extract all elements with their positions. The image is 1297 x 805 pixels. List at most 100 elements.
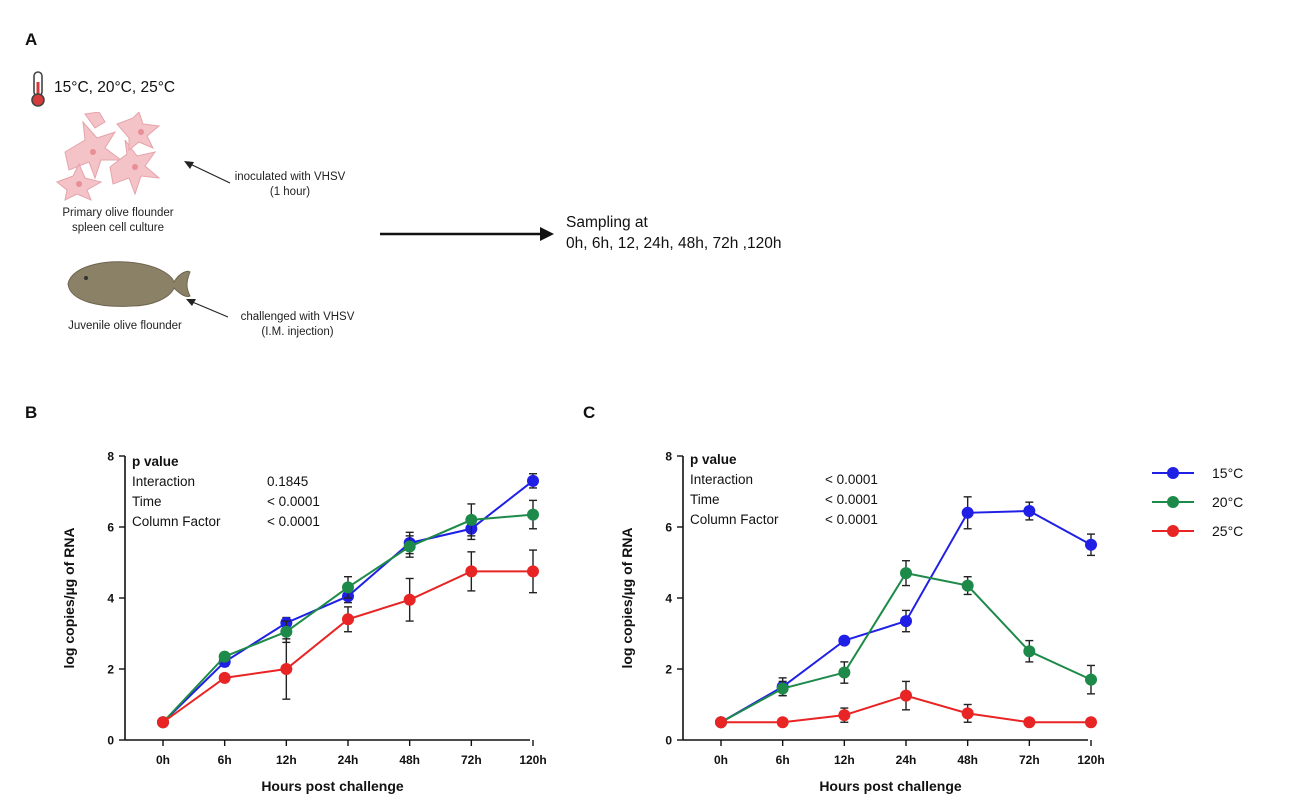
temperature-label: 15°C, 20°C, 25°C xyxy=(54,79,176,96)
data-point xyxy=(961,707,974,720)
legend-swatch xyxy=(1152,466,1194,479)
x-axis-label: Hours post challenge xyxy=(261,778,404,794)
y-axis-label: log copies/µg of RNA xyxy=(619,527,635,668)
pvalue-label: Column Factor xyxy=(132,514,221,529)
pvalue-label: Column Factor xyxy=(690,512,779,527)
legend-swatch-dot xyxy=(1167,495,1179,508)
cell-note-line2: (1 hour) xyxy=(269,186,311,198)
data-point xyxy=(900,689,912,702)
cell-note: inoculated with VHSV (1 hour) xyxy=(215,170,365,200)
data-point xyxy=(342,613,354,626)
data-point xyxy=(715,716,727,729)
cell-label-line1: Primary olive flounder xyxy=(62,207,174,219)
data-point xyxy=(1085,716,1097,729)
x-tick-label: 72h xyxy=(1019,753,1040,767)
x-tick-label: 120h xyxy=(1077,753,1104,767)
x-axis-label: Hours post challenge xyxy=(819,778,962,794)
fish-note-line2: (I.M. injection) xyxy=(261,326,334,338)
legend-item: 20°C xyxy=(1150,487,1243,516)
panel-c-letter: C xyxy=(583,403,596,422)
legend-swatch-dot xyxy=(1167,466,1179,479)
pvalue-box-b: p value Interaction 0.1845 Time < 0.0001 Col… xyxy=(132,452,320,532)
series-20°C xyxy=(157,499,539,729)
data-point xyxy=(838,666,851,679)
data-point xyxy=(776,682,789,695)
pvalue-label: Time xyxy=(690,492,720,507)
cell-label-line2: spleen cell culture xyxy=(71,222,165,234)
x-tick-label: 6h xyxy=(218,753,232,767)
pvalue-value: < 0.0001 xyxy=(825,472,878,487)
data-point xyxy=(218,671,231,684)
x-tick-label: 12h xyxy=(276,753,297,767)
chart-c: 0 2 4 6 8 0h 6h 12h 24h 48h 72h 120h Hours post chal… xyxy=(619,450,1105,795)
fish-note-line1: challenged with VHSV xyxy=(240,311,355,323)
data-point xyxy=(838,634,851,647)
pvalue-value: 0.1845 xyxy=(267,474,309,489)
arrow-to-cell xyxy=(184,161,231,184)
pvalue-box-c: p value Interaction < 0.0001 Time < 0.0001 C… xyxy=(690,450,878,530)
legend-item: 25°C xyxy=(1150,516,1243,545)
y-axis-label: log copies/µg of RNA xyxy=(61,527,77,668)
pvalue-title-b: p value xyxy=(132,454,179,469)
sampling-line2: 0h, 6h, 12, 24h, 48h, 72h ,120h xyxy=(566,235,782,252)
x-tick-label: 72h xyxy=(461,753,482,767)
pvalue-label: Time xyxy=(132,494,162,509)
legend-item: 15°C xyxy=(1150,458,1243,487)
pvalue-value: < 0.0001 xyxy=(267,494,320,509)
pvalue-label: Interaction xyxy=(690,472,754,487)
data-point xyxy=(527,508,539,521)
y-tick-label: 0 xyxy=(107,734,114,748)
y-tick-label: 4 xyxy=(107,592,114,606)
legend-label: 20°C xyxy=(1212,493,1244,510)
data-point xyxy=(900,615,912,628)
x-tick-label: 120h xyxy=(519,753,546,767)
legend-label: 15°C xyxy=(1212,464,1244,481)
thermometer-icon xyxy=(31,71,45,107)
data-point xyxy=(527,474,539,487)
arrow-to-fish xyxy=(186,299,229,318)
pvalue-row: Interaction < 0.0001 xyxy=(690,470,878,490)
data-point xyxy=(157,716,169,729)
sampling-arrow xyxy=(380,227,554,241)
data-point xyxy=(403,593,416,606)
fish-note: challenged with VHSV (I.M. injection) xyxy=(215,310,380,340)
data-point xyxy=(961,506,974,519)
data-point xyxy=(776,716,789,729)
pvalue-value: < 0.0001 xyxy=(825,512,878,527)
data-point xyxy=(838,709,851,722)
legend-swatch-dot xyxy=(1167,524,1179,537)
pvalue-row: Column Factor < 0.0001 xyxy=(132,512,320,532)
chart-legend: 15°C 20°C 25°C xyxy=(1150,458,1243,545)
y-tick-label: 6 xyxy=(107,521,114,535)
legend-swatch xyxy=(1152,524,1194,537)
data-point xyxy=(961,579,974,592)
cell-culture-image xyxy=(56,112,161,201)
series-25°C xyxy=(715,680,1097,729)
panel-a-letter: A xyxy=(25,30,38,49)
y-tick-label: 2 xyxy=(107,663,114,677)
x-tick-label: 0h xyxy=(714,753,728,767)
pvalue-label: Interaction xyxy=(132,474,196,489)
data-point xyxy=(1085,673,1097,686)
x-tick-label: 24h xyxy=(896,753,917,767)
data-point xyxy=(403,540,416,553)
data-point xyxy=(527,565,539,578)
data-point xyxy=(1023,505,1036,518)
x-tick-label: 0h xyxy=(156,753,170,767)
sampling-line1: Sampling at xyxy=(566,214,648,231)
flounder-image xyxy=(67,261,191,307)
fish-label: Juvenile olive flounder xyxy=(68,320,182,332)
x-tick-label: 6h xyxy=(776,753,790,767)
legend-label: 25°C xyxy=(1212,522,1244,539)
data-point xyxy=(465,565,478,578)
x-tick-label: 12h xyxy=(834,753,855,767)
data-point xyxy=(280,663,293,675)
y-tick-label: 2 xyxy=(665,663,672,677)
pvalue-row: Time < 0.0001 xyxy=(132,492,320,512)
pvalue-value: < 0.0001 xyxy=(825,492,878,507)
y-tick-label: 0 xyxy=(665,734,672,748)
data-point xyxy=(900,567,912,580)
series-25°C xyxy=(157,549,539,729)
x-tick-label: 48h xyxy=(399,753,420,767)
chart-b: 0 2 4 6 8 0h 6h 12h 24h 48h 72h 120h Hours post chal… xyxy=(61,450,547,795)
